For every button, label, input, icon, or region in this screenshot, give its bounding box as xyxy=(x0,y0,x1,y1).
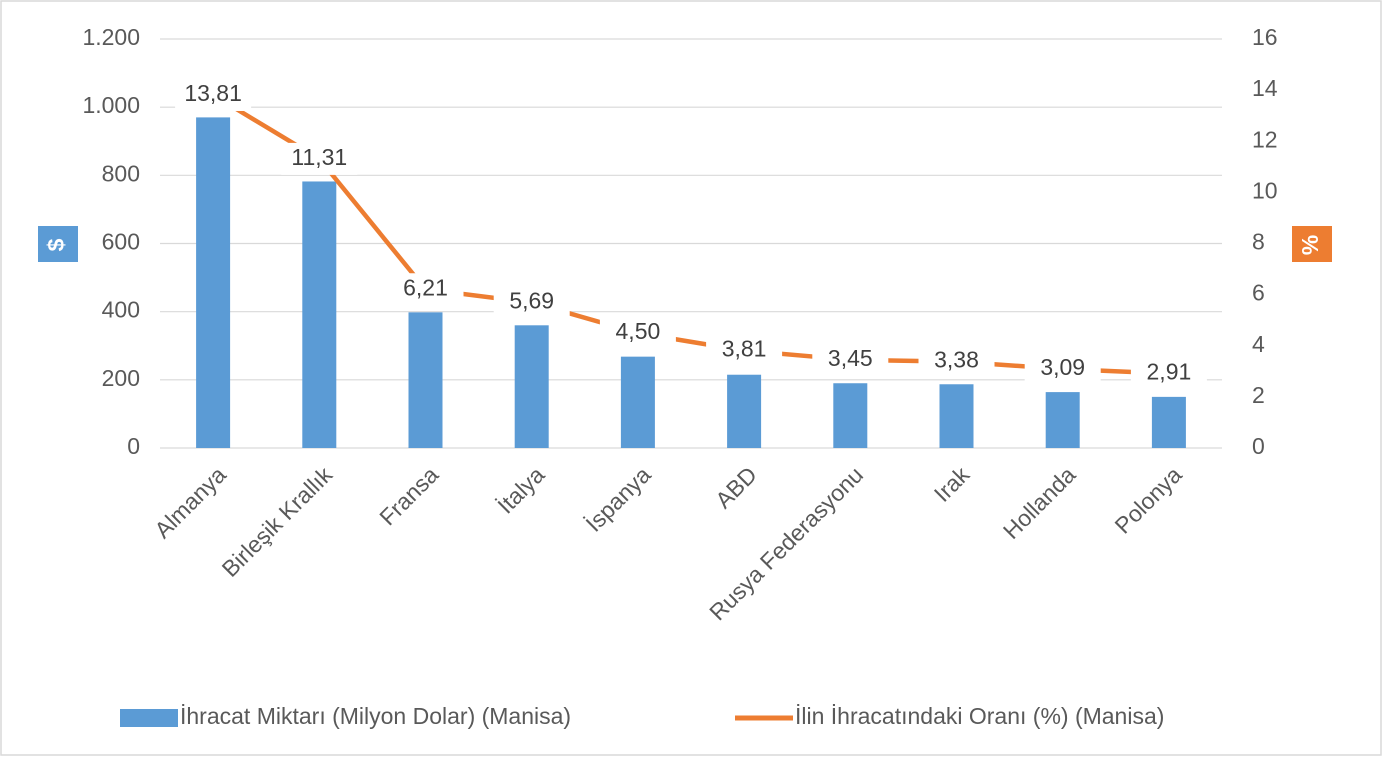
legend-label: İhracat Miktarı (Milyon Dolar) (Manisa) xyxy=(180,703,571,729)
y2-axis-badge xyxy=(1292,226,1332,262)
y2-tick-label: 14 xyxy=(1252,75,1278,101)
legend-label: İlin İhracatındaki Oranı (%) (Manisa) xyxy=(795,703,1164,729)
data-label-bg xyxy=(1130,357,1207,390)
data-label: 6,21 xyxy=(403,274,448,300)
bar xyxy=(939,384,974,448)
data-label-bg xyxy=(387,273,464,306)
data-label: 3,09 xyxy=(1040,354,1085,380)
data-label-bg xyxy=(1024,353,1101,386)
data-label: 11,31 xyxy=(291,144,347,170)
data-label: 13,81 xyxy=(184,80,242,106)
y2-tick-label: 12 xyxy=(1252,126,1278,152)
y2-tick-label: 2 xyxy=(1252,382,1265,408)
y2-tick-label: 8 xyxy=(1252,229,1265,255)
data-label: 4,50 xyxy=(616,318,661,344)
y-tick-label: 400 xyxy=(102,297,140,323)
bar xyxy=(833,383,868,448)
y-tick-label: 0 xyxy=(127,433,140,459)
bar xyxy=(1045,392,1080,448)
legend-swatch xyxy=(120,709,178,727)
y2-tick-label: 10 xyxy=(1252,177,1278,203)
data-label-bg xyxy=(281,142,358,175)
data-label: 5,69 xyxy=(509,288,554,314)
data-label: 3,45 xyxy=(828,345,873,371)
y2-tick-label: 6 xyxy=(1252,280,1265,306)
data-label-bg xyxy=(599,316,676,349)
bar xyxy=(1151,396,1186,448)
data-label: 2,91 xyxy=(1147,359,1192,385)
data-label-bg xyxy=(706,334,783,367)
bar xyxy=(620,356,655,448)
bar xyxy=(408,312,443,448)
data-label-bg xyxy=(918,345,995,378)
y-tick-label: 800 xyxy=(102,160,140,186)
data-label: 3,81 xyxy=(722,336,767,362)
y2-axis-label: % xyxy=(1297,235,1323,255)
y-tick-label: 200 xyxy=(102,365,140,391)
data-label-bg xyxy=(812,343,889,376)
y2-tick-label: 4 xyxy=(1252,331,1265,357)
bar xyxy=(196,117,231,449)
y-tick-label: 1.200 xyxy=(82,24,140,50)
line xyxy=(211,93,1169,376)
bar xyxy=(302,181,337,449)
bar xyxy=(514,325,549,448)
y-tick-label: 600 xyxy=(102,229,140,255)
y2-tick-label: 0 xyxy=(1252,433,1265,459)
data-label: 3,38 xyxy=(934,347,979,373)
bar xyxy=(727,374,762,448)
y-axis-badge xyxy=(38,226,78,262)
y-axis-label: $ xyxy=(43,238,69,251)
data-label-bg xyxy=(175,78,252,111)
data-label-bg xyxy=(493,286,570,319)
y-tick-label: 1.000 xyxy=(82,92,140,118)
y2-tick-label: 16 xyxy=(1252,24,1278,50)
